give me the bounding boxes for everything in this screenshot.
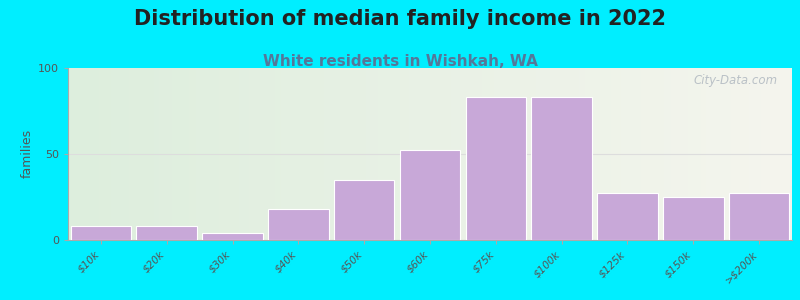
Bar: [137, 226, 197, 240]
Text: White residents in Wishkah, WA: White residents in Wishkah, WA: [262, 54, 538, 69]
Bar: [663, 197, 723, 240]
Bar: [597, 194, 658, 240]
Bar: [531, 97, 592, 240]
Bar: [268, 209, 329, 240]
Text: Distribution of median family income in 2022: Distribution of median family income in …: [134, 9, 666, 29]
Bar: [729, 194, 790, 240]
Bar: [400, 150, 460, 240]
Bar: [466, 97, 526, 240]
Bar: [202, 233, 263, 240]
Text: City-Data.com: City-Data.com: [694, 74, 778, 87]
Y-axis label: families: families: [21, 129, 34, 178]
Bar: [70, 226, 131, 240]
Bar: [334, 180, 394, 240]
